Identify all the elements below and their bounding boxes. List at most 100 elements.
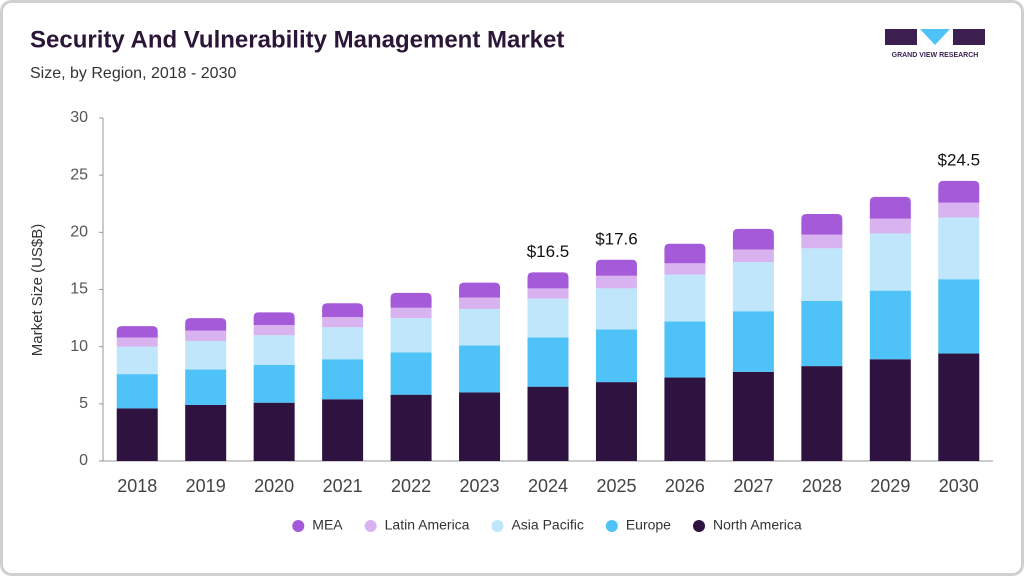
bar-segment bbox=[253, 312, 295, 325]
logo-text: GRAND VIEW RESEARCH bbox=[892, 52, 979, 59]
bar-segment bbox=[664, 377, 706, 461]
y-tick-label: 30 bbox=[70, 109, 88, 126]
total-label: $16.5 bbox=[527, 242, 570, 261]
bar-segment bbox=[938, 279, 980, 354]
x-tick-label: 2020 bbox=[254, 476, 294, 496]
bar-segment bbox=[185, 330, 227, 341]
bar-segment bbox=[253, 364, 295, 403]
bar-segment bbox=[595, 288, 637, 330]
bar-segment bbox=[595, 382, 637, 461]
legend-swatch bbox=[605, 520, 618, 532]
bar-segment bbox=[116, 346, 158, 375]
x-tick-label: 2019 bbox=[186, 476, 226, 496]
x-tick-label: 2023 bbox=[460, 476, 500, 496]
bar-segment bbox=[253, 335, 295, 365]
total-label: $17.6 bbox=[595, 229, 638, 248]
y-tick-label: 0 bbox=[79, 452, 88, 469]
bar-segment bbox=[732, 262, 774, 312]
bar-segment bbox=[527, 337, 569, 387]
x-tick-label: 2026 bbox=[665, 476, 705, 496]
bar-segment bbox=[801, 214, 843, 235]
legend-swatch bbox=[491, 520, 504, 532]
bar-segment bbox=[801, 300, 843, 367]
x-tick-label: 2028 bbox=[802, 476, 842, 496]
bar-segment bbox=[253, 324, 295, 336]
y-axis-label: Market Size (US$B) bbox=[29, 224, 46, 357]
y-tick-label: 15 bbox=[70, 281, 88, 298]
logo-block bbox=[920, 29, 950, 45]
y-tick-label: 25 bbox=[70, 166, 88, 183]
bar-segment bbox=[185, 340, 227, 370]
bar-segment bbox=[869, 359, 911, 461]
legend-label: Europe bbox=[626, 517, 671, 533]
x-tick-label: 2024 bbox=[528, 476, 568, 496]
bar-segment bbox=[732, 228, 774, 250]
bar-segment bbox=[527, 288, 569, 299]
bar-segment bbox=[116, 337, 158, 347]
bar-segment bbox=[595, 275, 637, 289]
chart-subtitle: Size, by Region, 2018 - 2030 bbox=[30, 65, 236, 82]
bar-segment bbox=[801, 248, 843, 301]
bar-segment bbox=[390, 307, 432, 319]
bar-segment bbox=[322, 399, 364, 461]
logo-block bbox=[953, 29, 985, 45]
bar-segment bbox=[459, 345, 501, 393]
legend-swatch bbox=[292, 520, 305, 532]
bar-segment bbox=[527, 386, 569, 461]
bar-segment bbox=[732, 371, 774, 461]
bar-segment bbox=[390, 394, 432, 461]
bar-segment bbox=[459, 297, 501, 309]
x-tick-label: 2025 bbox=[596, 476, 636, 496]
bar-segment bbox=[869, 233, 911, 291]
bar-segment bbox=[116, 408, 158, 461]
bar-segment bbox=[664, 274, 706, 322]
x-tick-label: 2018 bbox=[117, 476, 157, 496]
bar-segment bbox=[938, 217, 980, 280]
bar-segment bbox=[390, 318, 432, 353]
legend-swatch bbox=[692, 520, 705, 532]
bar-segment bbox=[185, 404, 227, 461]
bar-segment bbox=[390, 352, 432, 395]
x-tick-label: 2022 bbox=[391, 476, 431, 496]
bar-segment bbox=[527, 272, 569, 289]
bar-segment bbox=[938, 353, 980, 461]
bar-segment bbox=[938, 180, 980, 203]
bar-segment bbox=[116, 326, 158, 338]
y-tick-label: 5 bbox=[79, 395, 88, 412]
bar-segment bbox=[253, 402, 295, 461]
x-tick-label: 2029 bbox=[870, 476, 910, 496]
legend-label: Latin America bbox=[385, 517, 470, 533]
x-tick-label: 2030 bbox=[939, 476, 979, 496]
bar-segment bbox=[322, 327, 364, 360]
legend-label: MEA bbox=[312, 517, 343, 533]
bar-segment bbox=[801, 366, 843, 461]
y-tick-label: 20 bbox=[70, 224, 88, 241]
bar-segment bbox=[390, 292, 432, 308]
bar-segment bbox=[459, 308, 501, 346]
bar-segment bbox=[664, 243, 706, 264]
bar-segment bbox=[322, 303, 364, 317]
chart-title: Security And Vulnerability Management Ma… bbox=[30, 26, 564, 53]
legend-label: North America bbox=[713, 517, 802, 533]
x-tick-label: 2027 bbox=[733, 476, 773, 496]
bar-segment bbox=[116, 374, 158, 409]
bar-segment bbox=[459, 282, 501, 298]
bar-segment bbox=[869, 218, 911, 234]
bar-segment bbox=[869, 290, 911, 360]
bar-segment bbox=[869, 196, 911, 219]
bar-segment bbox=[527, 298, 569, 338]
bar-segment bbox=[801, 234, 843, 249]
x-tick-label: 2021 bbox=[323, 476, 363, 496]
bar-segment bbox=[595, 329, 637, 383]
legend-label: Asia Pacific bbox=[511, 517, 583, 533]
bar-segment bbox=[185, 318, 227, 331]
y-tick-label: 10 bbox=[70, 338, 88, 355]
bar-segment bbox=[664, 321, 706, 378]
bar-segment bbox=[322, 359, 364, 400]
bar-segment bbox=[459, 392, 501, 461]
bar-segment bbox=[322, 316, 364, 328]
bar-segment bbox=[938, 202, 980, 218]
logo: GRAND VIEW RESEARCH bbox=[885, 29, 985, 59]
